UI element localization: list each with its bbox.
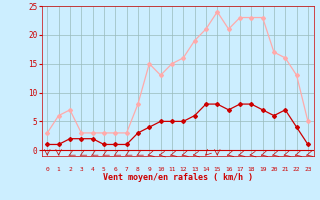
X-axis label: Vent moyen/en rafales ( km/h ): Vent moyen/en rafales ( km/h ) xyxy=(103,174,252,182)
